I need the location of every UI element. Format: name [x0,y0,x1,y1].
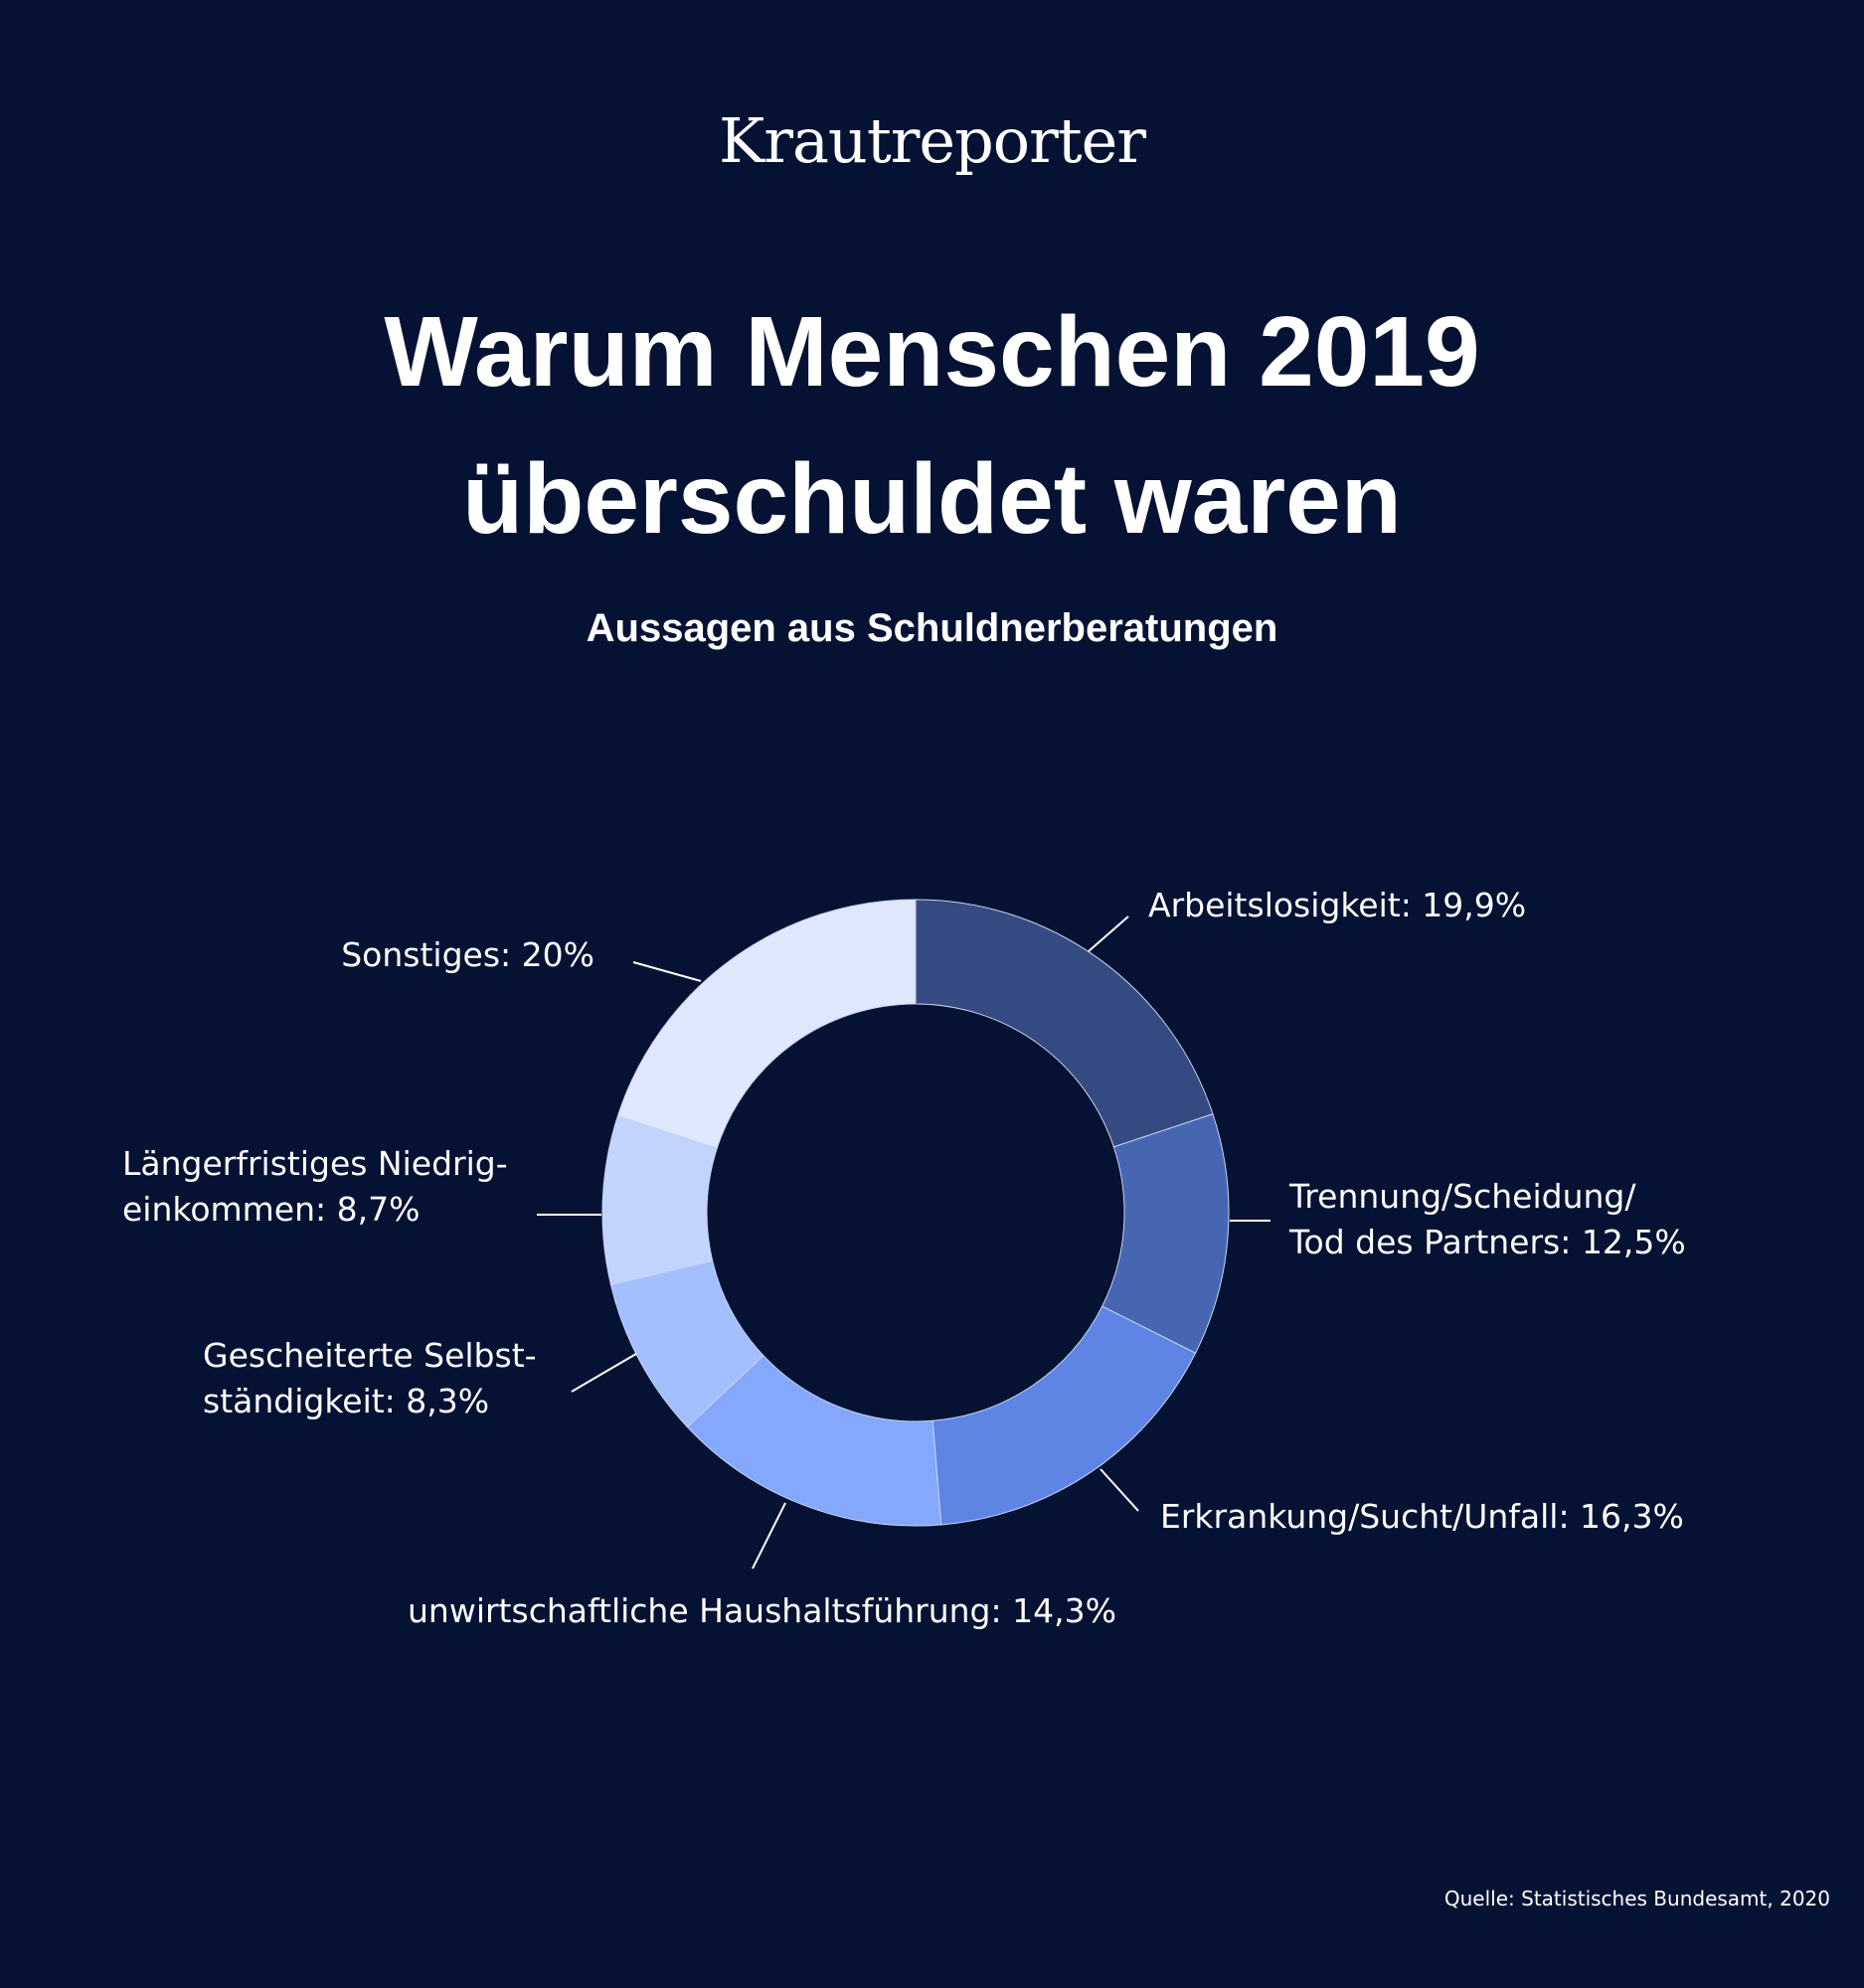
leader-line [632,961,702,982]
title-line-1: Warum Menschen 2019 [384,296,1480,408]
data-label: unwirtschaftliche Haushaltsführung: 14,3… [408,1591,1116,1630]
chart-subtitle: Aussagen aus Schuldnerberatungen [586,606,1278,650]
donut-slice [915,899,1214,1148]
data-label: Erkrankung/Sucht/Unfall: 16,3% [1160,1497,1684,1536]
data-label: Sonstiges: 20% [341,935,594,974]
donut-slice [932,1305,1197,1526]
chart-title: Warum Menschen 2019 überschuldet waren [0,278,1864,573]
source-note: Quelle: Statistisches Bundesamt, 2020 [1443,1887,1830,1910]
leader-line [1088,915,1129,952]
logo: Krautreporter [719,104,1146,177]
leader-line [571,1353,637,1393]
data-label: Trennung/Scheidung/Tod des Partners: 12,… [1288,1177,1686,1261]
data-label: Längerfristiges Niedrig-einkommen: 8,7% [122,1144,508,1229]
data-label: Gescheiterte Selbst-ständigkeit: 8,3% [203,1336,537,1420]
data-label: Arbeitslosigkeit: 19,9% [1148,886,1526,924]
title-line-2: überschuldet waren [462,443,1402,555]
donut-slice [616,899,917,1149]
leader-line [752,1502,786,1570]
leader-line [1100,1468,1139,1512]
